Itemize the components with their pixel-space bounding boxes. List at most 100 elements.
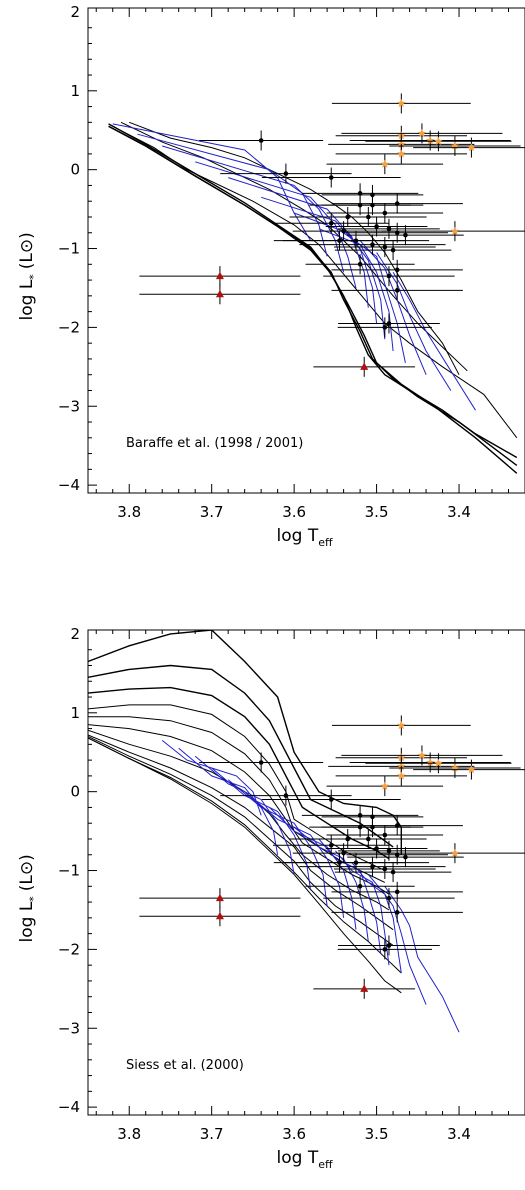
mass-track-line bbox=[343, 232, 406, 364]
mass-track-line bbox=[384, 886, 460, 1033]
data-point bbox=[321, 817, 424, 838]
y-tick-label: −2 bbox=[58, 940, 80, 958]
point-marker bbox=[397, 149, 406, 158]
data-point bbox=[326, 154, 444, 175]
x-tick-label: 3.7 bbox=[200, 503, 224, 521]
y-tick-label: −4 bbox=[58, 1098, 80, 1116]
isochrone-line bbox=[88, 737, 402, 974]
data-point bbox=[346, 844, 449, 865]
point-marker bbox=[341, 850, 346, 856]
data-point bbox=[335, 765, 468, 786]
mass-track-line bbox=[261, 196, 378, 324]
point-marker bbox=[386, 226, 392, 232]
data-point bbox=[331, 280, 463, 301]
point-marker bbox=[258, 760, 264, 765]
mass-track-line bbox=[178, 747, 279, 855]
data-point bbox=[337, 939, 432, 960]
y-tick-label: −2 bbox=[58, 318, 80, 336]
point-marker bbox=[374, 224, 379, 229]
mass-track-line bbox=[318, 838, 382, 954]
point-marker bbox=[328, 220, 334, 226]
isochrone-line bbox=[88, 734, 394, 931]
data-point bbox=[333, 858, 436, 879]
data-point bbox=[323, 888, 455, 909]
point-marker bbox=[417, 750, 427, 759]
x-tick-label: 3.6 bbox=[282, 1125, 306, 1143]
point-marker bbox=[394, 823, 400, 828]
plot-area bbox=[108, 121, 518, 474]
point-marker bbox=[397, 771, 406, 780]
data-point bbox=[323, 266, 455, 287]
point-marker bbox=[382, 947, 388, 952]
data-point bbox=[333, 236, 436, 257]
y-tick-label: 2 bbox=[70, 625, 80, 643]
data-point bbox=[365, 753, 512, 774]
point-marker bbox=[390, 247, 396, 253]
point-marker bbox=[283, 171, 289, 176]
point-marker bbox=[370, 814, 375, 820]
point-marker bbox=[357, 884, 363, 889]
isochrone-line bbox=[88, 736, 394, 946]
x-tick-label: 3.7 bbox=[200, 1125, 224, 1143]
data-point bbox=[338, 935, 440, 956]
data-point bbox=[313, 978, 416, 999]
point-marker bbox=[394, 288, 400, 293]
point-marker bbox=[425, 136, 435, 145]
data-point bbox=[292, 843, 395, 864]
point-marker bbox=[434, 136, 443, 145]
panel-siess: 2 1 0 −1 −2 −3 −4 3.8 3.7 3.6 3.5 3.4 log Teff log L*… bbox=[17, 625, 525, 1171]
point-marker bbox=[394, 889, 400, 895]
y-tick-label: −1 bbox=[58, 862, 80, 880]
point-marker bbox=[374, 846, 379, 851]
x-tick-label: 3.6 bbox=[282, 503, 306, 521]
point-marker bbox=[403, 854, 408, 860]
data-point bbox=[282, 852, 430, 873]
data-point bbox=[139, 906, 301, 927]
mass-track-line bbox=[195, 161, 357, 289]
data-point bbox=[299, 856, 446, 877]
point-marker bbox=[382, 325, 388, 330]
point-marker bbox=[370, 192, 375, 198]
point-marker bbox=[215, 893, 224, 902]
y-tick-label: −1 bbox=[58, 240, 80, 258]
data-point bbox=[261, 789, 401, 810]
point-marker bbox=[394, 267, 400, 273]
point-marker bbox=[467, 143, 476, 152]
point-marker bbox=[370, 864, 375, 869]
point-marker bbox=[328, 175, 334, 180]
data-point bbox=[305, 254, 415, 275]
isochrone-line bbox=[108, 125, 518, 474]
data-point bbox=[338, 840, 440, 861]
point-marker bbox=[394, 201, 400, 206]
point-marker bbox=[258, 138, 264, 143]
y-axis-title: log L*(L⊙) bbox=[17, 854, 40, 942]
point-marker bbox=[434, 758, 443, 767]
model-annotation: Siess et al. (2000) bbox=[126, 1058, 244, 1073]
point-marker bbox=[467, 765, 476, 774]
y-tick-label: −3 bbox=[58, 1019, 80, 1037]
data-point bbox=[331, 902, 463, 923]
data-point bbox=[321, 195, 424, 216]
point-marker bbox=[382, 866, 388, 872]
data-point bbox=[326, 776, 444, 797]
panel-baraffe: 2 1 0 −1 −2 −3 −4 3.8 3.7 3.6 3.5 3.4 log Teff log L*… bbox=[17, 3, 525, 549]
data-point bbox=[220, 785, 352, 806]
data-point bbox=[305, 876, 415, 897]
isochrone-line bbox=[112, 125, 518, 439]
point-marker bbox=[380, 159, 390, 168]
isochrone-line bbox=[129, 121, 460, 375]
data-point bbox=[326, 203, 444, 224]
point-marker bbox=[366, 836, 371, 842]
data-point bbox=[325, 838, 428, 859]
point-marker bbox=[283, 793, 289, 798]
point-marker bbox=[215, 289, 224, 298]
data-point bbox=[313, 356, 416, 377]
data-point bbox=[381, 843, 525, 864]
plot-frame bbox=[87, 7, 525, 494]
point-marker bbox=[397, 98, 406, 108]
plot-area bbox=[88, 630, 460, 1033]
data-point bbox=[389, 758, 521, 779]
x-tick-label: 3.8 bbox=[117, 1125, 141, 1143]
isochrone-line bbox=[88, 664, 394, 848]
